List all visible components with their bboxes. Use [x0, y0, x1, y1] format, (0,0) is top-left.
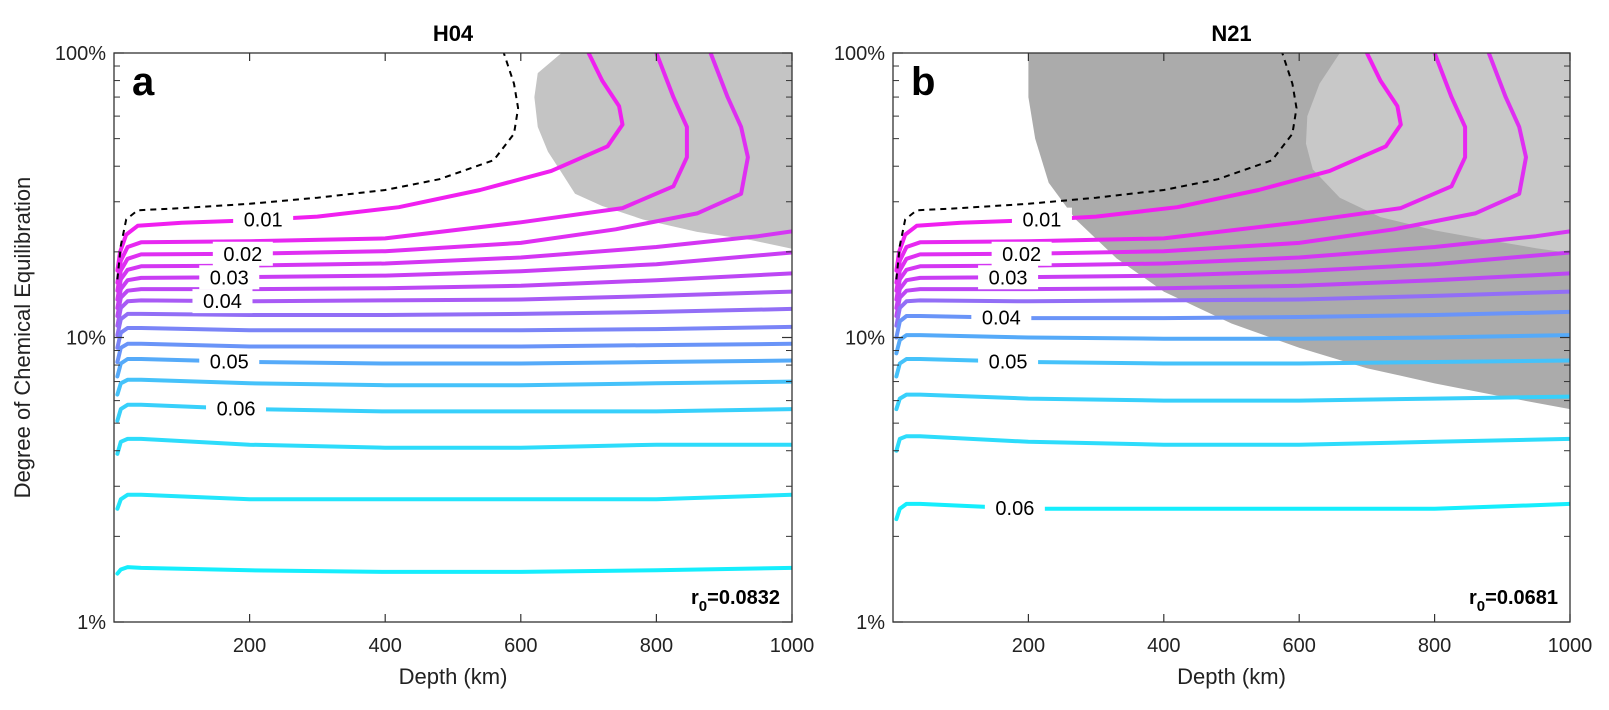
contour-line	[115, 565, 792, 576]
contour-label-text: 0.04	[982, 308, 1021, 330]
r0-annotation: r0=0.0681	[1469, 587, 1558, 615]
y-tick-label: 10%	[66, 328, 106, 350]
contour-label: 0.05	[199, 349, 260, 374]
contour-line	[115, 492, 792, 511]
x-tick-label: 600	[1283, 635, 1316, 657]
x-tick-label: 400	[369, 635, 402, 657]
x-tick-label: 600	[504, 635, 537, 657]
contour-label-bg	[206, 396, 267, 421]
contour-label: 0.03	[199, 265, 260, 290]
panel-letter: b	[911, 60, 935, 104]
x-axis-title: Depth (km)	[399, 664, 508, 689]
contour-label-bg	[978, 265, 1039, 290]
contour-line	[115, 436, 792, 456]
contour-label-text: 0.03	[989, 267, 1028, 289]
contour-line	[894, 53, 1528, 293]
contour-label-bg	[199, 349, 260, 374]
panel-letter: a	[132, 60, 155, 104]
panel-title: N21	[1211, 21, 1251, 46]
contour-label-text: 0.05	[989, 351, 1028, 373]
x-tick-label: 800	[1418, 635, 1451, 657]
contour-label: 0.03	[978, 265, 1039, 290]
x-tick-label: 800	[640, 635, 673, 657]
x-tick-label: 400	[1147, 635, 1180, 657]
y-axis-title: Degree of Chemical Equilibration	[10, 177, 35, 499]
dashed-boundary-line	[116, 53, 520, 280]
contour-label: 0.04	[971, 305, 1032, 330]
contour-line	[894, 53, 1403, 273]
contour-label-bg	[978, 349, 1039, 374]
contour-line	[115, 306, 792, 338]
contour-label-text: 0.02	[1002, 244, 1041, 266]
contour-label-bg	[984, 496, 1045, 521]
axes-frame	[892, 52, 1571, 623]
panel-a: 0.01 0.020.030.04 0.05 0.06 1% 10% 100% 200 400 6…	[10, 21, 814, 689]
contour-label-text: 0.02	[223, 244, 262, 266]
contour-label-bg	[1011, 207, 1072, 232]
x-axis-title: Depth (km)	[1177, 664, 1286, 689]
x-tick-label: 200	[233, 635, 266, 657]
contour-label: 0.05	[978, 349, 1039, 374]
contour-line	[894, 289, 1570, 328]
dashed-boundary-line	[895, 53, 1298, 280]
contour-line	[894, 434, 1570, 453]
contour-label-bg	[971, 305, 1032, 330]
contour-line	[894, 53, 1468, 285]
shaded-region	[1305, 53, 1570, 254]
contour-line	[894, 392, 1570, 412]
contour-line	[115, 53, 689, 285]
contour-label-text: 0.04	[203, 291, 242, 313]
y-tick-label: 100%	[55, 43, 106, 65]
contour-line	[115, 229, 792, 302]
contour-label-text: 0.03	[210, 267, 249, 289]
contour-label: 0.02	[212, 241, 273, 266]
contour-label: 0.01	[1011, 207, 1072, 232]
contour-label: 0.06	[984, 496, 1045, 521]
y-tick-label: 1%	[856, 612, 885, 634]
contour-label-bg	[233, 207, 294, 232]
contour-line	[115, 53, 625, 273]
contour-label-text: 0.06	[217, 399, 256, 421]
contour-label-text: 0.01	[1022, 210, 1061, 232]
y-tick-label: 1%	[77, 612, 106, 634]
contour-label: 0.06	[206, 396, 267, 421]
contour-label: 0.02	[991, 241, 1052, 266]
contour-line	[115, 341, 792, 364]
contour-label-text: 0.06	[995, 498, 1034, 520]
contour-label-text: 0.05	[210, 351, 249, 373]
x-tick-label: 1000	[770, 635, 815, 657]
r0-annotation: r0=0.0832	[691, 587, 780, 615]
x-tick-label: 200	[1012, 635, 1045, 657]
contour-label: 0.01	[233, 207, 294, 232]
y-tick-label: 100%	[834, 43, 885, 65]
axes-frame	[113, 52, 793, 623]
contour-label-bg	[991, 241, 1052, 266]
y-tick-label: 10%	[845, 328, 885, 350]
contour-line	[115, 53, 750, 293]
contour-label-bg	[212, 241, 273, 266]
contour-line	[894, 333, 1570, 356]
contour-line	[115, 324, 792, 350]
x-tick-label: 1000	[1548, 635, 1593, 657]
contour-label-bg	[199, 265, 260, 290]
contour-line	[894, 229, 1570, 302]
contour-label: 0.04	[192, 289, 253, 314]
panel-title: H04	[433, 21, 474, 46]
contour-label-bg	[192, 289, 253, 314]
contour-label-text: 0.01	[244, 210, 283, 232]
contour-line	[115, 377, 792, 397]
panel-b: 0.01 0.020.03 0.04 0.05 0.06 1% 10% 100% 200 400 6…	[834, 21, 1592, 689]
